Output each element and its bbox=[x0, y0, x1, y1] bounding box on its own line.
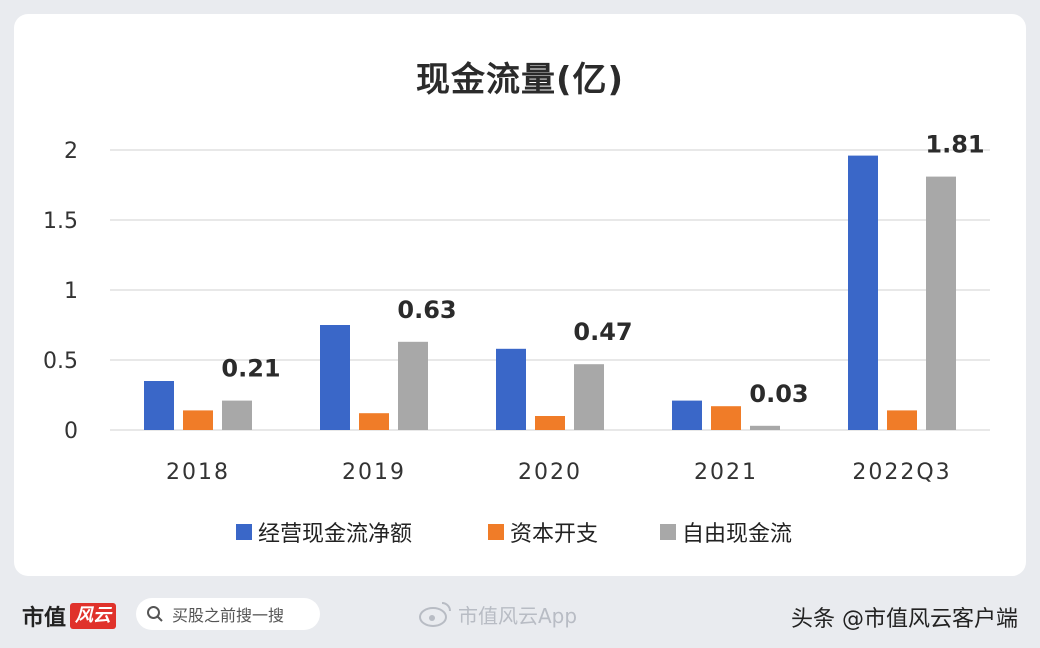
y-tick-label: 2 bbox=[64, 139, 78, 164]
bar bbox=[574, 364, 604, 430]
data-label: 1.81 bbox=[925, 131, 984, 159]
x-tick-label: 2020 bbox=[518, 460, 582, 485]
legend-swatch bbox=[660, 524, 676, 540]
bar bbox=[848, 155, 878, 430]
bar bbox=[535, 416, 565, 430]
chart-canvas: 0 0.5 1 1.5 2 0.21 2018 0.63 2019 0.47 2020 0.03 202… bbox=[43, 131, 990, 547]
x-tick-label: 2022Q3 bbox=[852, 460, 951, 485]
bar bbox=[750, 425, 780, 430]
bar bbox=[320, 325, 350, 430]
footer-bar: 市值 风云 买股之前搜一搜 市值风云App 头条 @市值风云客户端 bbox=[0, 585, 1040, 648]
legend-swatch bbox=[236, 524, 252, 540]
brand-name: 市值 bbox=[22, 606, 67, 631]
brand-logo-mark: 风云 bbox=[70, 603, 117, 629]
y-tick-label: 1 bbox=[64, 279, 78, 304]
bar bbox=[711, 406, 741, 430]
watermark: 市值风云App bbox=[418, 599, 577, 629]
legend-swatch bbox=[488, 524, 504, 540]
chart-title: 现金流量(亿) bbox=[415, 60, 625, 100]
bar bbox=[144, 381, 174, 430]
x-tick-label: 2018 bbox=[166, 460, 230, 485]
y-tick-label: 0.5 bbox=[43, 349, 78, 374]
bar bbox=[359, 413, 389, 430]
bar bbox=[672, 400, 702, 430]
data-label: 0.03 bbox=[749, 380, 808, 408]
brand-logo[interactable]: 市值 风云 bbox=[22, 601, 117, 631]
weibo-icon bbox=[419, 602, 451, 627]
bar bbox=[926, 176, 956, 430]
watermark-text: 市值风云App bbox=[458, 603, 578, 628]
search-input[interactable]: 买股之前搜一搜 bbox=[136, 598, 320, 630]
search-placeholder: 买股之前搜一搜 bbox=[172, 606, 285, 625]
data-label: 0.63 bbox=[397, 296, 456, 324]
x-tick-label: 2019 bbox=[342, 460, 406, 485]
y-tick-label: 1.5 bbox=[43, 209, 78, 234]
data-label: 0.47 bbox=[573, 318, 632, 346]
y-tick-label: 0 bbox=[64, 419, 78, 444]
bar bbox=[496, 348, 526, 430]
bar bbox=[398, 341, 428, 430]
legend-label: 经营现金流净额 bbox=[258, 522, 412, 547]
legend-label: 资本开支 bbox=[510, 522, 598, 547]
source-credit: 头条 @市值风云客户端 bbox=[791, 607, 1018, 632]
search-icon bbox=[147, 606, 163, 622]
legend-label: 自由现金流 bbox=[682, 522, 792, 547]
bar bbox=[222, 400, 252, 430]
bar bbox=[887, 410, 917, 430]
x-tick-label: 2021 bbox=[694, 460, 758, 485]
bar bbox=[183, 410, 213, 430]
data-label: 0.21 bbox=[221, 355, 280, 383]
